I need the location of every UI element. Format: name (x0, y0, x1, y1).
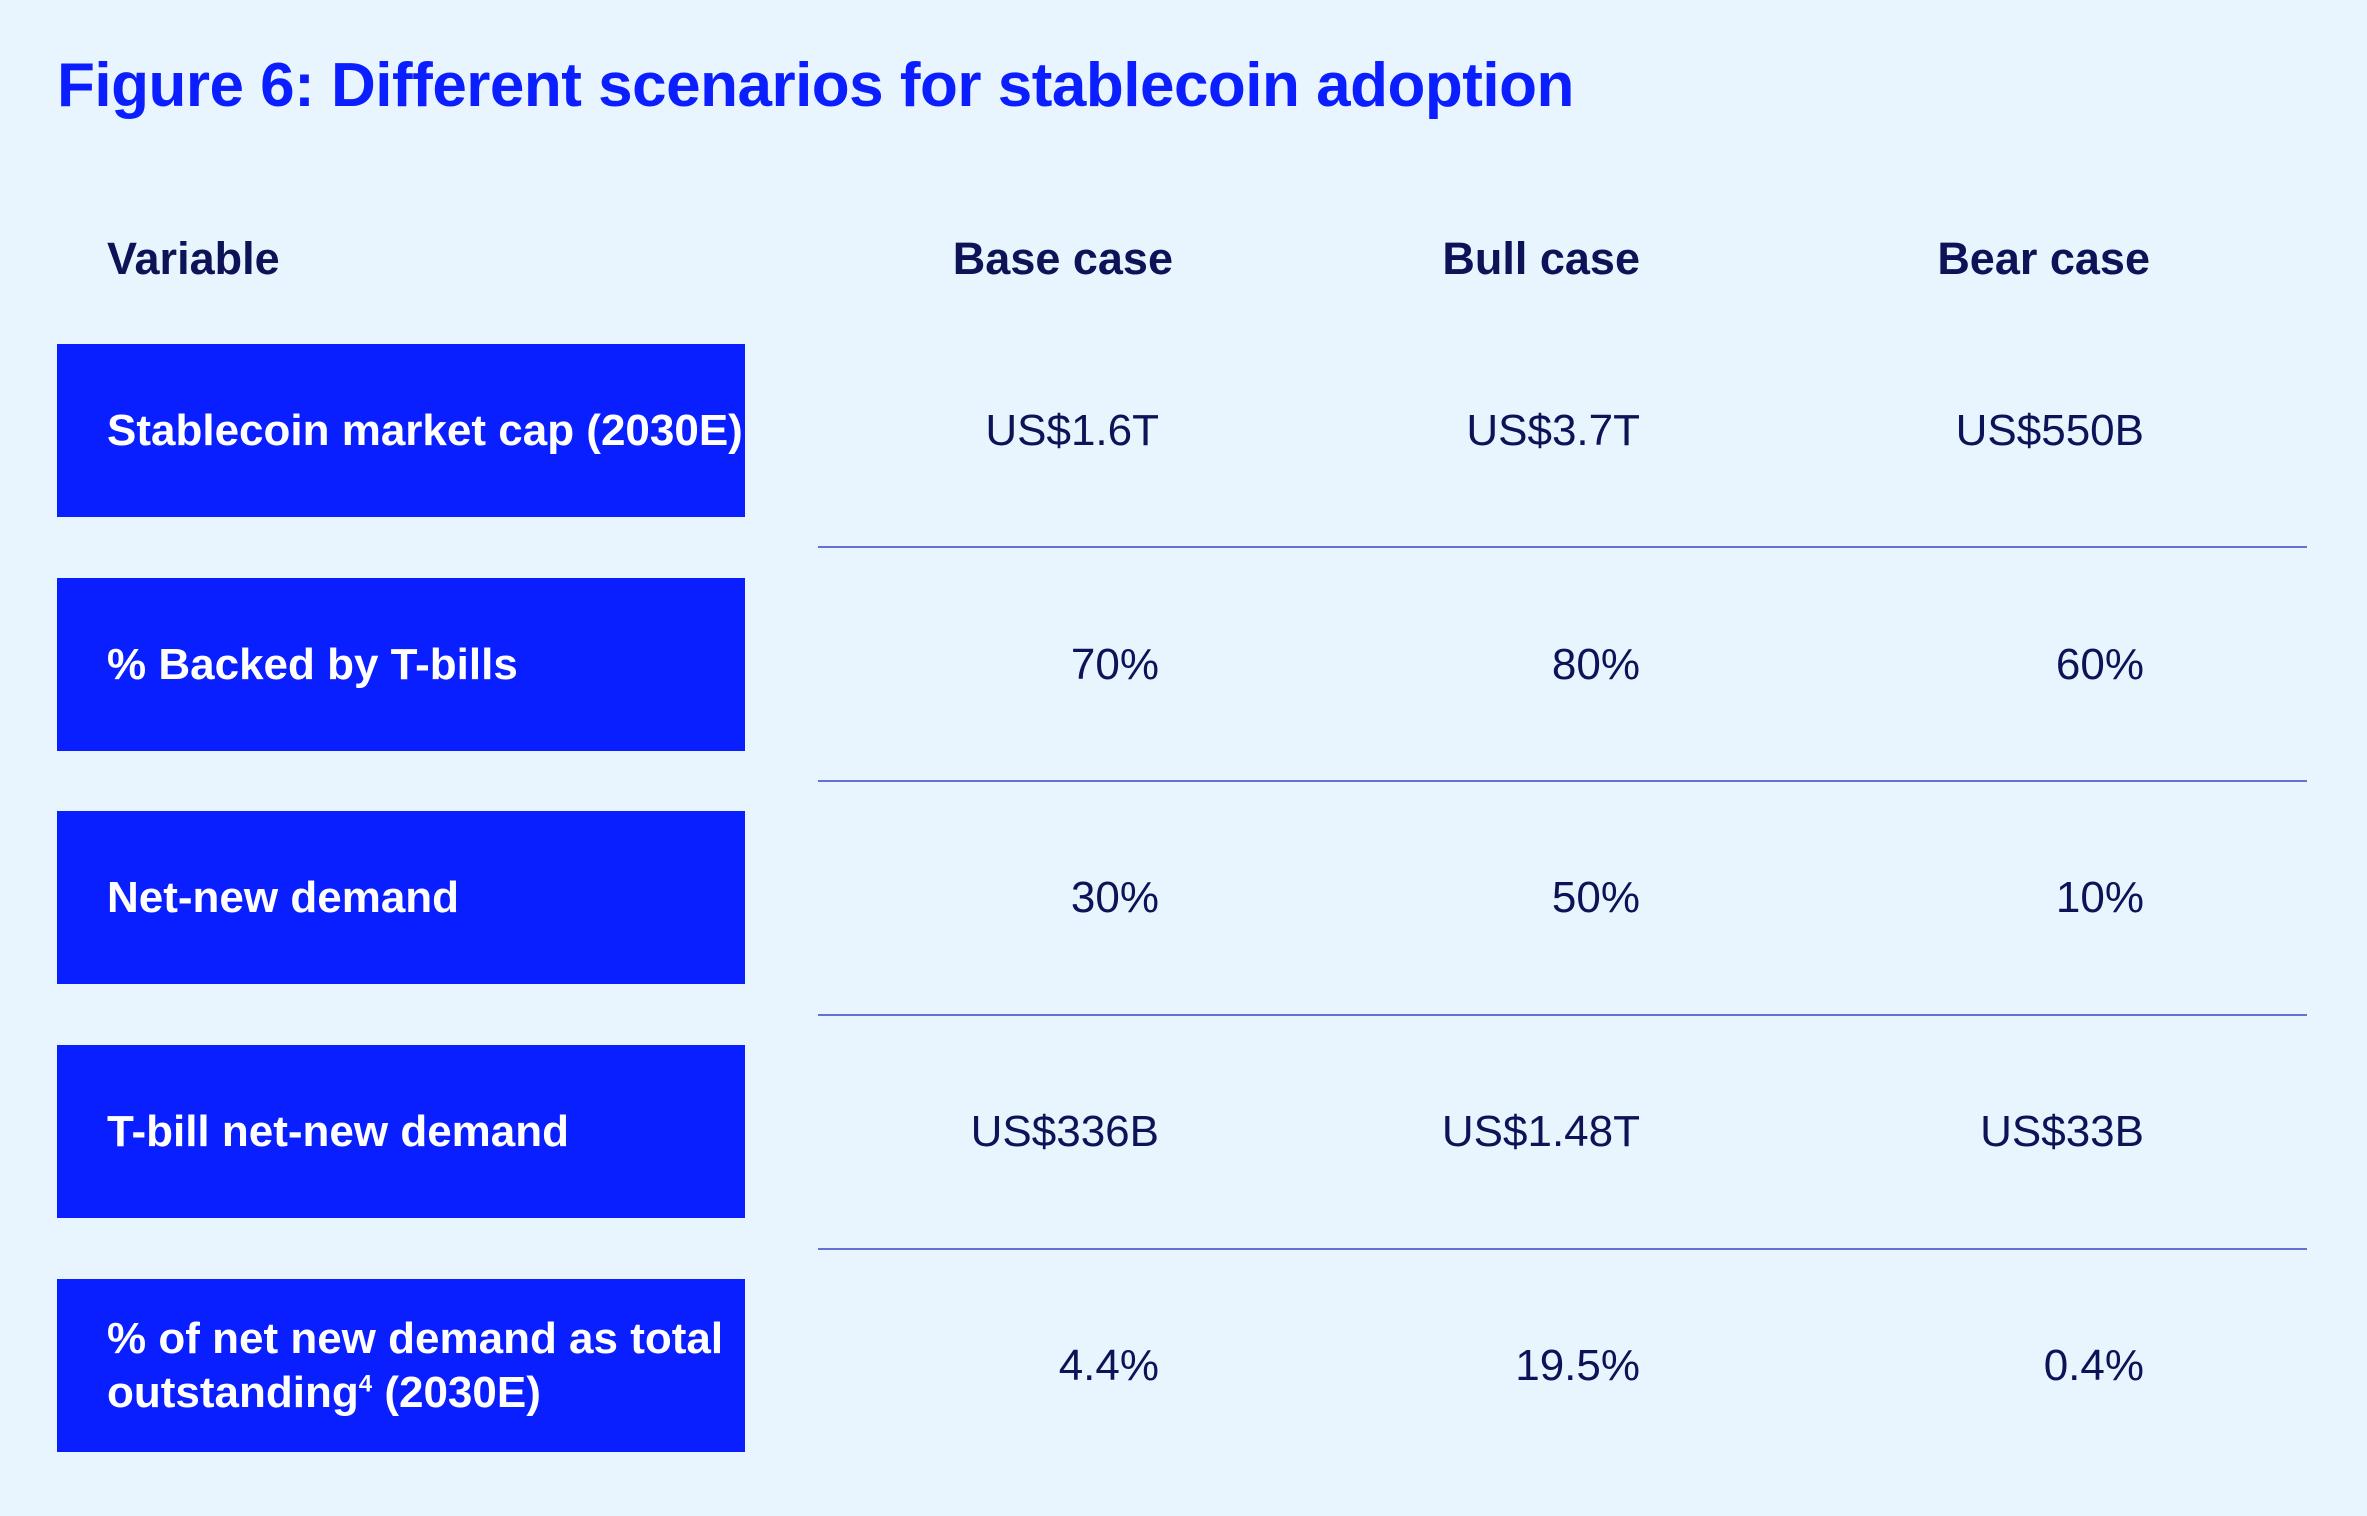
header-variable: Variable (107, 233, 280, 284)
bull-value: 50% (1551, 873, 1640, 922)
row-divider (818, 780, 2307, 782)
footnote-marker: 4 (358, 1369, 373, 1397)
row-label: Stablecoin market cap (2030E) (57, 344, 745, 517)
bull-value: US$3.7T (1466, 406, 1640, 455)
base-value: 4.4% (1058, 1341, 1159, 1390)
bear-value: 0.4% (2043, 1341, 2144, 1390)
row-divider (818, 546, 2307, 548)
header-base-case: Base case (952, 233, 1173, 284)
row-label: % of net new demand as total outstanding… (57, 1279, 745, 1452)
bull-value: 19.5% (1515, 1341, 1640, 1390)
row-label: T-bill net-new demand (57, 1045, 745, 1218)
row-divider (818, 1248, 2307, 1250)
bull-value: 80% (1551, 640, 1640, 689)
bear-value: US$33B (1980, 1107, 2144, 1156)
base-value: US$1.6T (985, 406, 1159, 455)
bear-value: US$550B (1955, 406, 2144, 455)
row-label: Net-new demand (57, 811, 745, 984)
base-value: 70% (1070, 640, 1159, 689)
row-divider (818, 1014, 2307, 1016)
header-bull-case: Bull case (1442, 233, 1640, 284)
row-label-text: % of net new demand as total outstanding… (107, 1313, 724, 1417)
bear-value: 60% (2055, 640, 2144, 689)
base-value: 30% (1070, 873, 1159, 922)
row-label: % Backed by T-bills (57, 578, 745, 751)
bull-value: US$1.48T (1441, 1107, 1640, 1156)
base-value: US$336B (970, 1107, 1159, 1156)
figure-title: Figure 6: Different scenarios for stable… (57, 51, 1574, 120)
header-bear-case: Bear case (1937, 233, 2150, 284)
bear-value: 10% (2055, 873, 2144, 922)
